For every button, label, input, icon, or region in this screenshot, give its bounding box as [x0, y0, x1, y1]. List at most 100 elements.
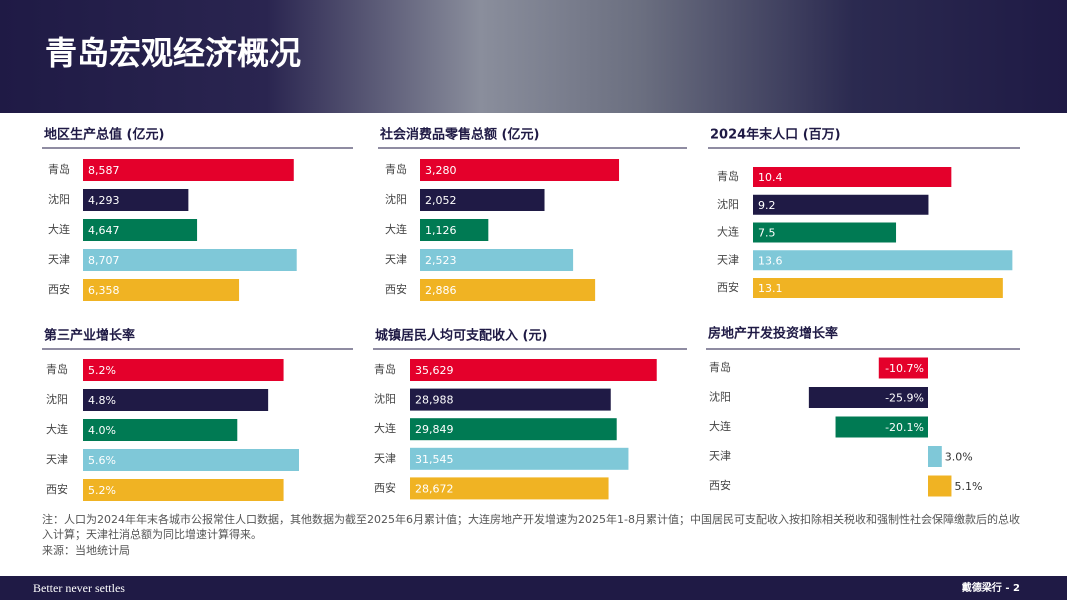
- value-label: 4.0%: [88, 424, 116, 437]
- value-label: 2,886: [425, 284, 457, 297]
- bar: [753, 167, 952, 187]
- page-title: 青岛宏观经济概况: [45, 34, 301, 72]
- value-label: 5.2%: [88, 484, 116, 497]
- bar: [753, 250, 1013, 271]
- bar: [753, 194, 929, 215]
- category-label: 青岛: [48, 162, 70, 176]
- bar: [83, 159, 294, 181]
- bar: [420, 189, 545, 211]
- value-label: -20.1%: [885, 421, 924, 434]
- value-label: 10.4: [758, 171, 783, 184]
- category-label: 天津: [46, 453, 68, 466]
- category-label: 沈阳: [385, 192, 407, 206]
- bar: [83, 219, 198, 241]
- value-label: 13.6: [758, 254, 783, 267]
- value-label: 29,849: [415, 423, 454, 436]
- value-label: 4,647: [88, 224, 120, 237]
- note: 注：人口为2024年年末各城市公报常住人口数据，其他数据为截至2025年6月累计…: [42, 512, 1020, 526]
- bar: [753, 222, 897, 243]
- category-label: 青岛: [709, 360, 731, 374]
- category-label: 天津: [709, 450, 731, 463]
- value-label: 6,358: [88, 284, 120, 297]
- value-label: 7.5: [758, 227, 776, 240]
- category-label: 西安: [46, 482, 68, 496]
- category-label: 西安: [717, 280, 739, 294]
- chart-title: 地区生产总值 (亿元): [44, 127, 164, 143]
- value-label: 9.2: [758, 199, 776, 212]
- category-label: 大连: [385, 222, 407, 236]
- value-label: 8,707: [88, 254, 120, 267]
- category-label: 大连: [709, 419, 731, 433]
- category-label: 大连: [374, 421, 396, 435]
- value-label: 3.0%: [945, 451, 973, 464]
- category-label: 天津: [374, 452, 396, 465]
- note: 入计算；天津社消总额为同比增速计算得来。: [42, 527, 262, 541]
- chart-title: 第三产业增长率: [44, 328, 135, 344]
- value-label: 35,629: [415, 364, 454, 377]
- value-label: 28,672: [415, 482, 454, 495]
- category-label: 西安: [385, 282, 407, 296]
- footer-band: [0, 576, 1067, 600]
- bar: [410, 359, 657, 381]
- category-label: 沈阳: [48, 192, 70, 206]
- value-label: 28,988: [415, 394, 454, 407]
- bar: [808, 387, 928, 408]
- category-label: 天津: [48, 253, 70, 266]
- value-label: 5.6%: [88, 454, 116, 467]
- bar: [420, 219, 489, 241]
- bar: [410, 477, 609, 500]
- category-label: 青岛: [717, 169, 739, 183]
- bar: [83, 449, 299, 471]
- chart-title: 房地产开发投资增长率: [708, 326, 838, 342]
- bar: [83, 249, 297, 271]
- header-band: [0, 0, 1067, 113]
- value-label: 5.1%: [954, 480, 982, 493]
- bar: [878, 357, 928, 379]
- value-label: -25.9%: [885, 392, 924, 405]
- value-label: 2,523: [425, 254, 457, 267]
- page-number: 戴德梁行 - 2: [962, 581, 1020, 594]
- category-label: 天津: [385, 253, 407, 266]
- category-label: 青岛: [46, 362, 68, 376]
- bar: [83, 189, 189, 211]
- source: 来源：当地统计局: [42, 543, 130, 557]
- bar: [410, 418, 617, 441]
- bar: [83, 419, 238, 441]
- category-label: 沈阳: [709, 390, 731, 404]
- category-label: 沈阳: [717, 197, 739, 211]
- bar: [928, 475, 952, 497]
- value-label: 1,126: [425, 224, 457, 237]
- value-label: 13.1: [758, 282, 783, 295]
- value-label: 4.8%: [88, 394, 116, 407]
- value-label: 31,545: [415, 453, 454, 466]
- category-label: 青岛: [385, 162, 407, 176]
- category-label: 天津: [717, 253, 739, 266]
- value-label: -10.7%: [885, 362, 924, 375]
- bar: [753, 278, 1003, 298]
- category-label: 西安: [374, 480, 396, 494]
- slogan: Better never settles: [33, 581, 125, 595]
- value-label: 2,052: [425, 194, 457, 207]
- bar: [83, 359, 284, 381]
- category-label: 大连: [48, 222, 70, 236]
- category-label: 沈阳: [374, 392, 396, 406]
- chart-title: 2024年末人口 (百万): [710, 127, 841, 143]
- category-label: 大连: [717, 225, 739, 239]
- chart-title: 城镇居民人均可支配收入 (元): [375, 328, 547, 344]
- value-label: 8,587: [88, 164, 120, 177]
- bar: [928, 446, 942, 467]
- bar: [83, 479, 284, 501]
- bar: [83, 389, 269, 411]
- bar: [420, 159, 620, 181]
- bar: [835, 416, 928, 438]
- bar: [410, 388, 611, 411]
- bar: [420, 249, 574, 271]
- category-label: 西安: [709, 478, 731, 492]
- category-label: 西安: [48, 282, 70, 296]
- bar: [410, 447, 629, 470]
- category-label: 大连: [46, 422, 68, 436]
- category-label: 青岛: [374, 362, 396, 376]
- bar: [420, 279, 596, 301]
